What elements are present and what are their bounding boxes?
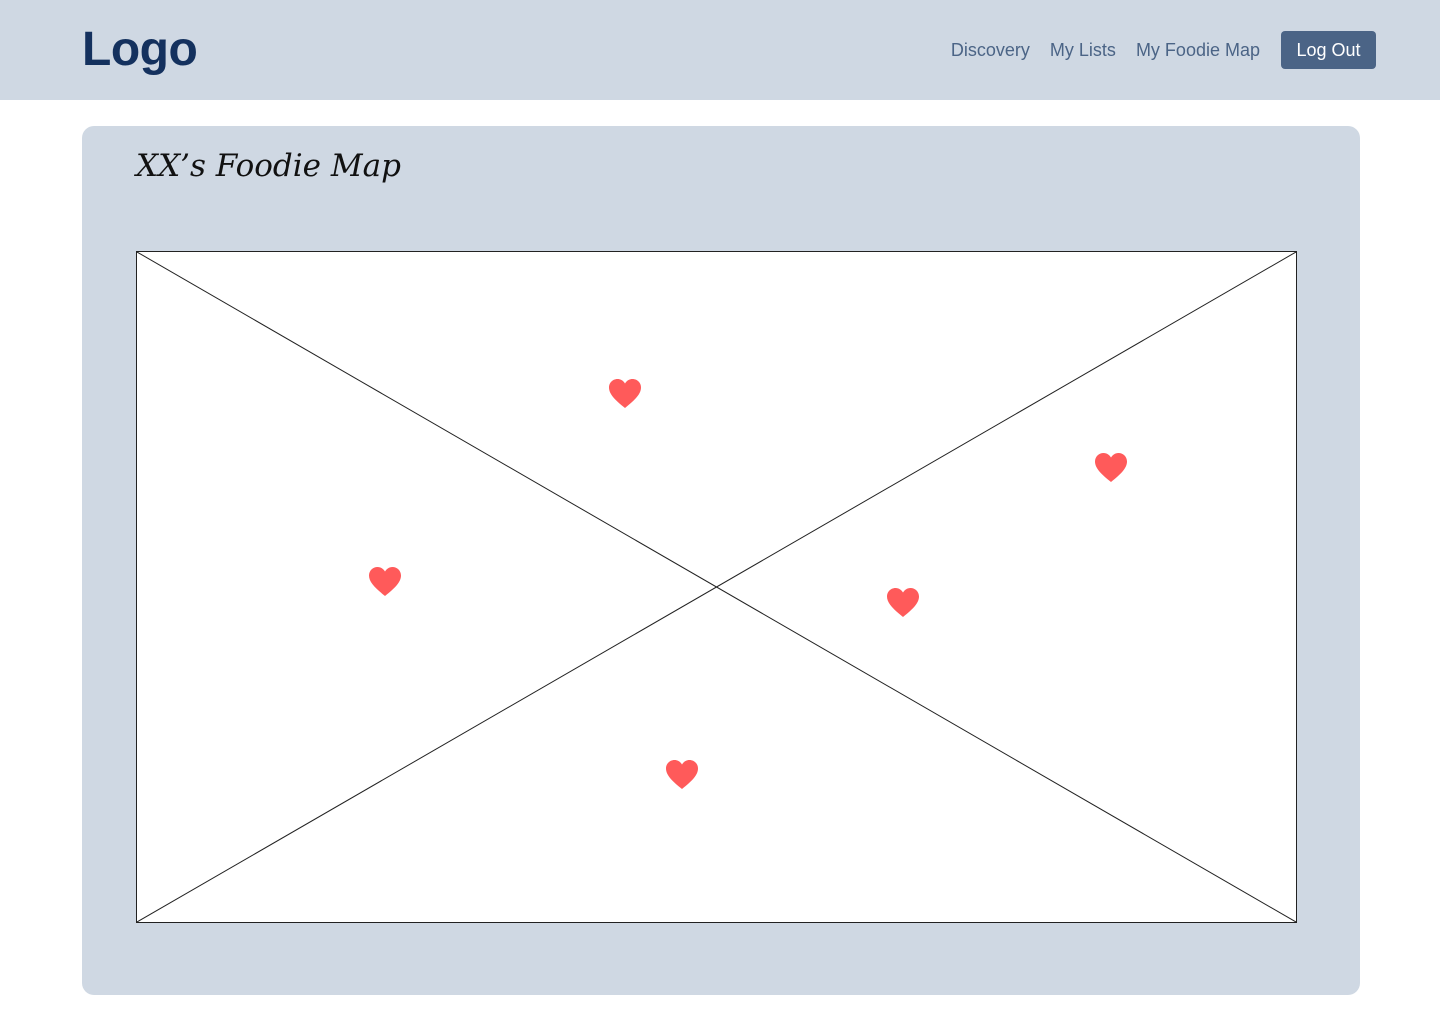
nav-link-my-lists[interactable]: My Lists	[1049, 40, 1116, 60]
main-nav: Discovery My Lists My Foodie Map Log Out	[931, 31, 1376, 69]
heart-icon[interactable]	[368, 566, 402, 598]
nav-link-discovery[interactable]: Discovery	[950, 40, 1030, 60]
map-placeholder-cross	[137, 252, 1296, 922]
heart-icon[interactable]	[608, 378, 642, 410]
top-header: Logo Discovery My Lists My Foodie Map Lo…	[0, 0, 1440, 100]
foodie-map-card: XX’s Foodie Map	[82, 126, 1360, 995]
page-title: XX’s Foodie Map	[136, 148, 401, 184]
heart-icon[interactable]	[886, 587, 920, 619]
nav-link-my-foodie-map[interactable]: My Foodie Map	[1135, 40, 1260, 60]
map-placeholder[interactable]	[136, 251, 1297, 923]
log-out-button[interactable]: Log Out	[1281, 31, 1376, 69]
heart-icon[interactable]	[665, 759, 699, 791]
heart-icon[interactable]	[1094, 452, 1128, 484]
logo[interactable]: Logo	[82, 23, 198, 76]
